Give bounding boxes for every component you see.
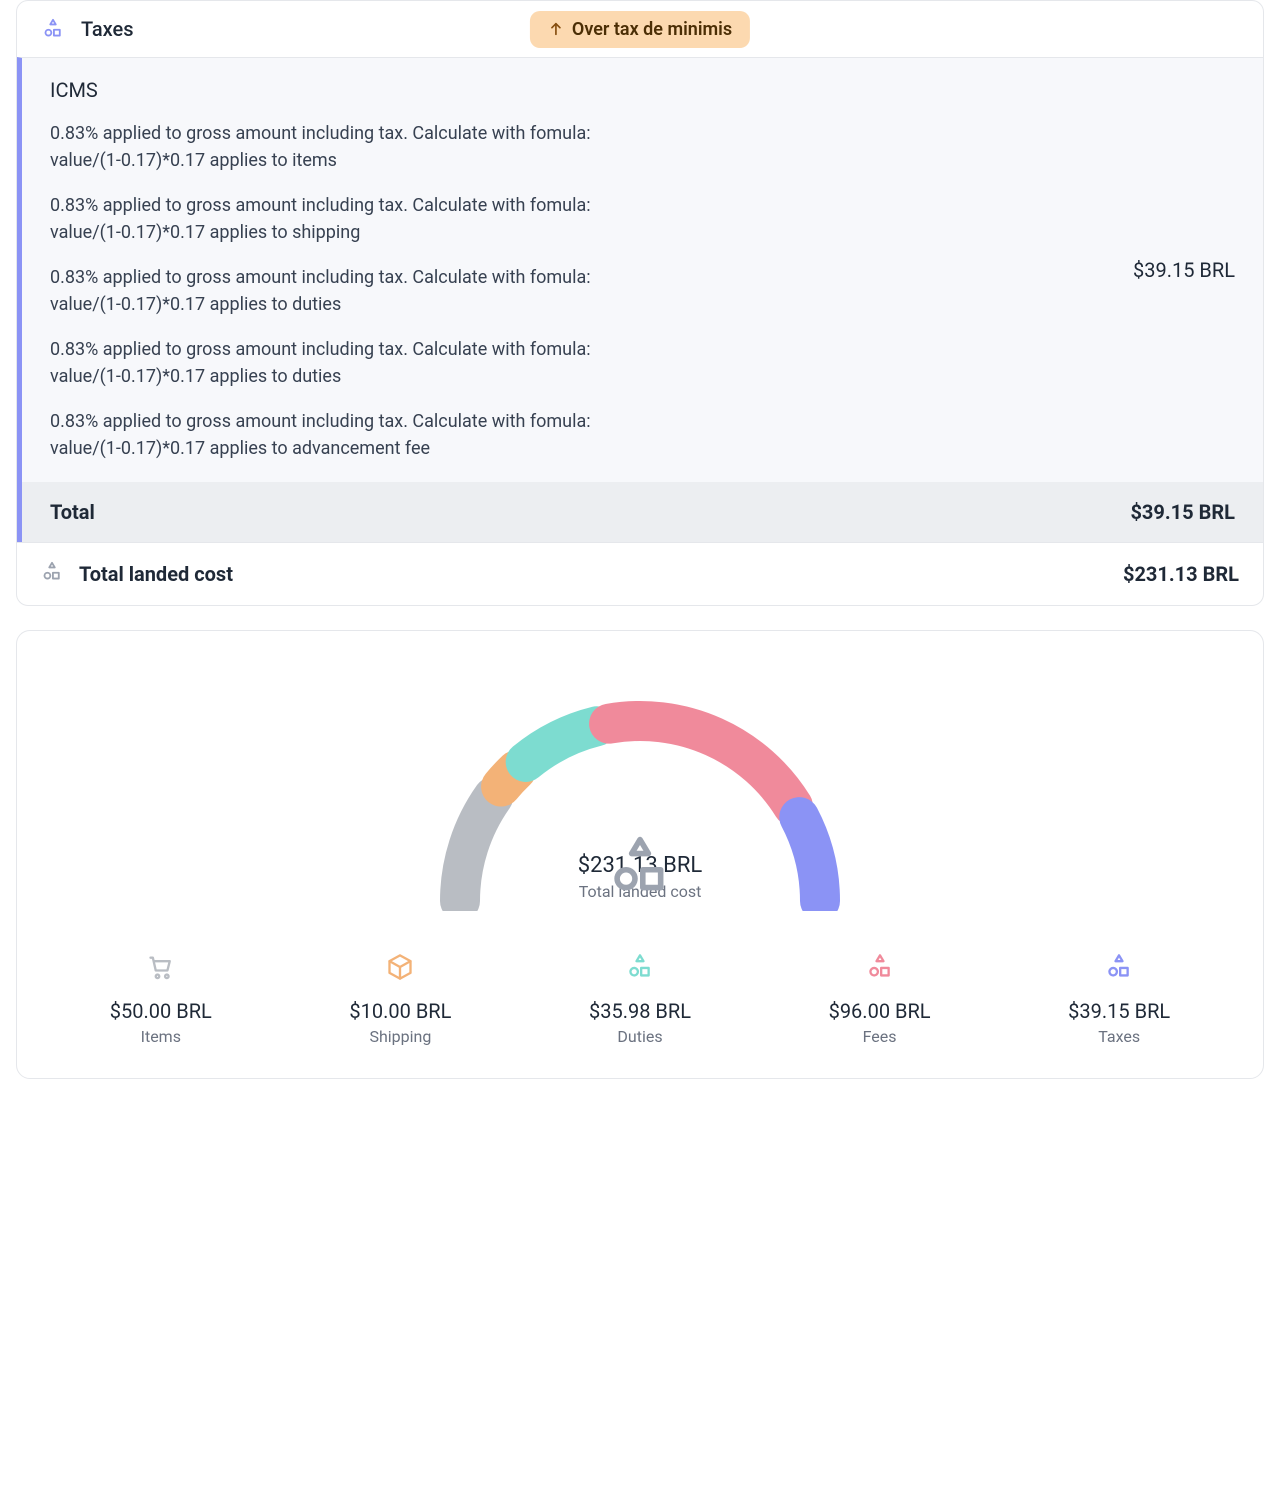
arrow-up-icon (548, 21, 564, 37)
shapes-icon (760, 951, 1000, 983)
shapes-icon (999, 951, 1239, 983)
breakdown-item-items: $50.00 BRL Items (41, 951, 281, 1046)
gauge-center: $231.13 BRL Total landed cost (420, 834, 860, 901)
landed-amount: $231.13 BRL (1123, 562, 1239, 586)
tax-deminimis-badge: Over tax de minimis (530, 11, 750, 48)
shapes-icon (41, 561, 63, 587)
landed-label: Total landed cost (79, 562, 1107, 586)
tax-body-left: ICMS 0.83% applied to gross amount inclu… (50, 78, 1109, 462)
tax-name: ICMS (50, 78, 1109, 102)
tax-body: ICMS 0.83% applied to gross amount inclu… (17, 57, 1263, 482)
cost-breakdown: $50.00 BRLItems$10.00 BRLShipping$35.98 … (41, 951, 1239, 1046)
box-icon (281, 951, 521, 983)
landed-cost-chart-card: $231.13 BRL Total landed cost $50.00 BRL… (16, 630, 1264, 1079)
tax-amount: $39.15 BRL (1109, 258, 1235, 282)
tax-description: 0.83% applied to gross amount including … (50, 336, 610, 390)
tax-description: 0.83% applied to gross amount including … (50, 120, 610, 174)
total-amount: $39.15 BRL (1130, 500, 1235, 524)
breakdown-label: Shipping (281, 1027, 521, 1046)
badge-text: Over tax de minimis (572, 19, 732, 40)
breakdown-item-duties: $35.98 BRL Duties (520, 951, 760, 1046)
shapes-icon (520, 951, 760, 983)
landed-cost-row: Total landed cost $231.13 BRL (17, 542, 1263, 605)
breakdown-value: $50.00 BRL (41, 999, 281, 1023)
shapes-icon (41, 17, 65, 41)
breakdown-label: Items (41, 1027, 281, 1046)
breakdown-value: $35.98 BRL (520, 999, 760, 1023)
taxes-card: Taxes Over tax de minimis ICMS 0.83% app… (16, 0, 1264, 606)
breakdown-label: Duties (520, 1027, 760, 1046)
breakdown-item-fees: $96.00 BRL Fees (760, 951, 1000, 1046)
breakdown-item-taxes: $39.15 BRL Taxes (999, 951, 1239, 1046)
tax-description: 0.83% applied to gross amount including … (50, 264, 610, 318)
gauge-chart: $231.13 BRL Total landed cost (420, 671, 860, 911)
breakdown-label: Fees (760, 1027, 1000, 1046)
cart-icon (41, 951, 281, 983)
total-label: Total (50, 500, 95, 524)
breakdown-value: $10.00 BRL (281, 999, 521, 1023)
tax-description: 0.83% applied to gross amount including … (50, 408, 610, 462)
gauge-segment-fees (609, 721, 793, 806)
breakdown-label: Taxes (999, 1027, 1239, 1046)
taxes-header: Taxes Over tax de minimis (17, 1, 1263, 57)
taxes-title: Taxes (81, 17, 134, 41)
breakdown-item-shipping: $10.00 BRL Shipping (281, 951, 521, 1046)
breakdown-value: $96.00 BRL (760, 999, 1000, 1023)
breakdown-value: $39.15 BRL (999, 999, 1239, 1023)
gauge-segment-duties (526, 726, 597, 762)
tax-total-row: Total $39.15 BRL (17, 482, 1263, 542)
tax-description: 0.83% applied to gross amount including … (50, 192, 610, 246)
